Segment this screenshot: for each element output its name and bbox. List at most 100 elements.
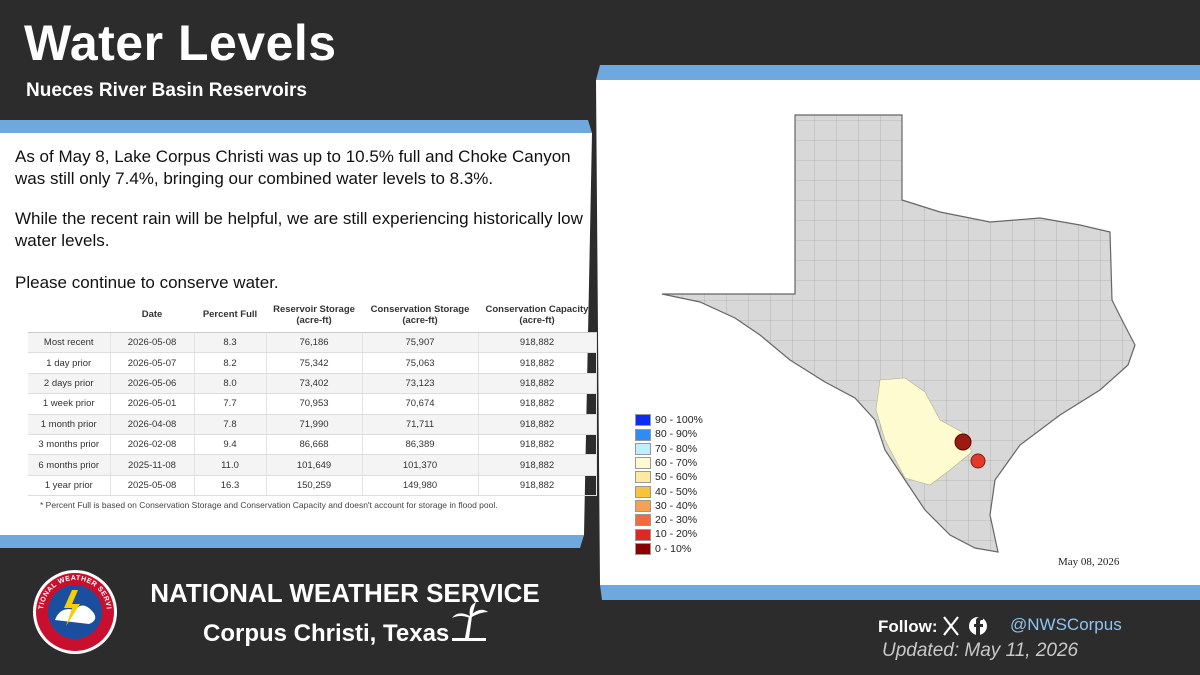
table-cell: 2 days prior bbox=[28, 373, 111, 395]
header-cell bbox=[28, 297, 110, 333]
legend-label: 70 - 80% bbox=[655, 442, 698, 455]
legend-item: 70 - 80% bbox=[635, 442, 697, 456]
table-cell: 75,063 bbox=[362, 352, 479, 374]
legend-swatch bbox=[635, 442, 651, 455]
follow-label: Follow: bbox=[878, 617, 938, 636]
legend-label: 50 - 60% bbox=[655, 471, 698, 484]
table-cell: 101,649 bbox=[266, 454, 363, 476]
table-cell: 150,259 bbox=[266, 475, 363, 497]
header-cell: Conservation Storage (acre-ft) bbox=[362, 297, 478, 333]
table-cell: 70,674 bbox=[362, 393, 479, 415]
table-cell: 8.0 bbox=[194, 373, 267, 395]
table-cell: 73,402 bbox=[266, 373, 363, 395]
table-cell: 9.4 bbox=[194, 434, 267, 456]
legend-swatch bbox=[635, 500, 651, 513]
table-cell: 7.8 bbox=[194, 414, 267, 435]
table-cell: 918,882 bbox=[478, 434, 597, 456]
table-cell: 7.7 bbox=[194, 393, 267, 415]
updated-date: Updated: May 11, 2026 bbox=[882, 640, 1079, 661]
legend-label: 30 - 40% bbox=[655, 499, 698, 512]
legend-item: 40 - 50% bbox=[635, 485, 697, 499]
table-cell: 73,123 bbox=[362, 373, 479, 395]
header-cell: Reservoir Storage (acre-ft) bbox=[266, 297, 362, 333]
table-row: 1 year prior 2025-05-08 16.3 150,259 149,980… bbox=[28, 475, 597, 497]
table-cell: 2026-04-08 bbox=[110, 414, 195, 435]
legend-label: 40 - 50% bbox=[655, 485, 698, 498]
table-cell: Most recent bbox=[28, 332, 111, 354]
reservoir-dot bbox=[954, 433, 972, 451]
table-cell: 86,668 bbox=[266, 434, 363, 456]
map-date: May 08, 2026 bbox=[1058, 556, 1120, 568]
header-cell: Date bbox=[110, 297, 194, 333]
table-cell: 2026-05-07 bbox=[110, 352, 195, 374]
table-cell: 918,882 bbox=[478, 454, 597, 476]
legend-swatch bbox=[635, 485, 651, 498]
table-row: Most recent 2026-05-08 8.3 76,186 75,907 918,… bbox=[28, 332, 597, 354]
x-icon[interactable] bbox=[943, 616, 959, 636]
office-name: Corpus Christi, Texas bbox=[203, 620, 450, 647]
legend-item: 20 - 30% bbox=[635, 513, 697, 527]
table-cell: 1 year prior bbox=[28, 475, 111, 497]
social-handle[interactable]: @NWSCorpus bbox=[1010, 615, 1122, 634]
table-row: 1 month prior 2026-04-08 7.8 71,990 71,711 91… bbox=[28, 414, 597, 435]
table-cell: 86,389 bbox=[362, 434, 479, 456]
header-row: Date Percent Full Reservoir Storage (acre-… bbox=[28, 297, 596, 333]
table-cell: 3 months prior bbox=[28, 434, 111, 456]
table-cell: 8.2 bbox=[194, 352, 267, 374]
table-cell: 6 months prior bbox=[28, 454, 111, 476]
table-row: 6 months prior 2025-11-08 11.0 101,649 101,3… bbox=[28, 454, 597, 476]
header-cell: Percent Full bbox=[194, 297, 266, 333]
storage-table: Date Percent Full Reservoir Storage (acre-… bbox=[28, 297, 597, 497]
legend-label: 60 - 70% bbox=[655, 456, 698, 469]
table-cell: 2026-05-06 bbox=[110, 373, 195, 395]
table-cell: 149,980 bbox=[362, 475, 479, 497]
legend-item: 90 - 100% bbox=[635, 413, 703, 427]
palm-icon bbox=[452, 602, 488, 641]
legend-item: 60 - 70% bbox=[635, 456, 697, 470]
legend-item: 80 - 90% bbox=[635, 427, 697, 441]
table-cell: 918,882 bbox=[478, 414, 597, 435]
legend-swatch bbox=[635, 414, 651, 427]
table-cell: 2026-02-08 bbox=[110, 434, 195, 456]
legend-label: 10 - 20% bbox=[655, 528, 698, 541]
reservoir-dot bbox=[970, 453, 986, 469]
table-cell: 2026-05-01 bbox=[110, 393, 195, 415]
table-cell: 8.3 bbox=[194, 332, 267, 354]
table-cell: 75,907 bbox=[362, 332, 479, 354]
table-cell: 16.3 bbox=[194, 475, 267, 497]
legend-label: 80 - 90% bbox=[655, 428, 698, 441]
legend-item: 50 - 60% bbox=[635, 470, 697, 484]
table-note: * Percent Full is based on Conservation … bbox=[40, 500, 498, 510]
table-cell: 918,882 bbox=[478, 352, 597, 374]
legend-item: 10 - 20% bbox=[635, 527, 697, 541]
table-cell: 70,953 bbox=[266, 393, 363, 415]
table-cell: 71,990 bbox=[266, 414, 363, 435]
table-cell: 1 day prior bbox=[28, 352, 111, 374]
facebook-icon[interactable] bbox=[969, 617, 987, 635]
table-cell: 2026-05-08 bbox=[110, 332, 195, 354]
table-cell: 76,186 bbox=[266, 332, 363, 354]
table-row: 2 days prior 2026-05-06 8.0 73,402 73,123 918… bbox=[28, 373, 597, 395]
table-row: 1 day prior 2026-05-07 8.2 75,342 75,063 918,… bbox=[28, 352, 597, 374]
table-cell: 1 week prior bbox=[28, 393, 111, 415]
table-cell: 101,370 bbox=[362, 454, 479, 476]
paragraph: Please continue to conserve water. bbox=[15, 273, 279, 292]
paragraph: As of May 8, Lake Corpus Christi was up … bbox=[15, 147, 571, 188]
table-cell: 918,882 bbox=[478, 393, 597, 415]
legend-swatch bbox=[635, 528, 651, 541]
legend-swatch bbox=[635, 428, 651, 441]
basin bbox=[875, 377, 973, 486]
table-cell: 75,342 bbox=[266, 352, 363, 374]
table-cell: 1 month prior bbox=[28, 414, 111, 435]
org-name: NATIONAL WEATHER SERVICE bbox=[150, 578, 540, 608]
legend-label: 20 - 30% bbox=[655, 514, 698, 527]
legend-item: 30 - 40% bbox=[635, 499, 697, 513]
table-cell: 2025-05-08 bbox=[110, 475, 195, 497]
title: Water Levels bbox=[24, 15, 337, 71]
legend-item: 0 - 10% bbox=[635, 542, 691, 556]
legend-swatch bbox=[635, 471, 651, 484]
table-cell: 11.0 bbox=[194, 454, 267, 476]
subtitle: Nueces River Basin Reservoirs bbox=[26, 80, 307, 101]
